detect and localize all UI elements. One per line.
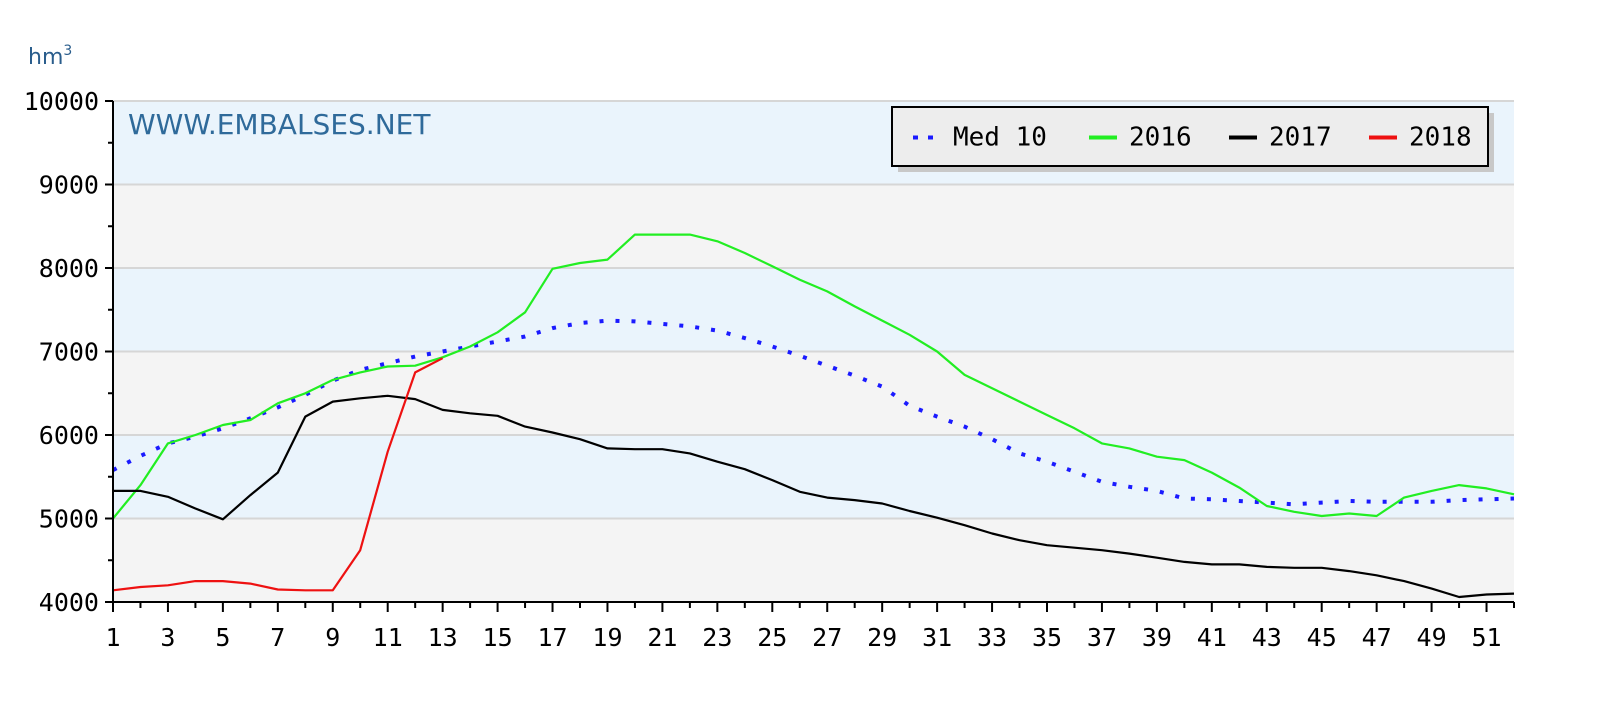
legend-label: 2018 (1409, 123, 1472, 153)
x-tick-label: 39 (1142, 623, 1172, 652)
x-tick-label: 17 (537, 623, 567, 652)
x-tick-label: 47 (1362, 623, 1392, 652)
x-tick-label: 1 (105, 623, 120, 652)
x-tick-label: 45 (1307, 623, 1337, 652)
x-tick-label: 13 (428, 623, 458, 652)
x-tick-label: 43 (1252, 623, 1282, 652)
x-tick-label: 29 (867, 623, 897, 652)
x-tick-label: 27 (812, 623, 842, 652)
x-tick-label: 33 (977, 623, 1007, 652)
y-tick-label: 6000 (39, 421, 99, 450)
x-tick-label: 35 (1032, 623, 1062, 652)
band (113, 184, 1514, 268)
y-tick-label: 10000 (24, 87, 99, 116)
x-tick-label: 25 (757, 623, 787, 652)
x-tick-label: 5 (215, 623, 230, 652)
y-tick-label: 8000 (39, 254, 99, 283)
x-tick-label: 51 (1471, 623, 1501, 652)
band (113, 435, 1514, 519)
band (113, 268, 1514, 352)
legend-label: Med 10 (953, 123, 1047, 153)
watermark: WWW.EMBALSES.NET (128, 108, 431, 141)
legend: Med 10 2016 2017 2018 (891, 106, 1494, 172)
x-tick-label: 21 (647, 623, 677, 652)
x-tick-label: 7 (270, 623, 285, 652)
series-line-2017 (113, 394, 1515, 599)
series-layer (112, 233, 1515, 599)
x-tick-label: 19 (592, 623, 622, 652)
x-tick-label: 31 (922, 623, 952, 652)
x-tick-label: 11 (373, 623, 403, 652)
x-tick-label: 9 (325, 623, 340, 652)
x-tick-label: 23 (702, 623, 732, 652)
y-tick-label: 4000 (39, 588, 99, 617)
band (113, 518, 1514, 602)
unit-superscript: 3 (63, 43, 72, 59)
x-tick-label: 3 (160, 623, 175, 652)
band (113, 351, 1514, 435)
x-tick-label: 15 (483, 623, 513, 652)
series-line-2016 (112, 233, 1515, 520)
y-tick-label: 9000 (39, 171, 99, 200)
y-tick-label: 5000 (39, 505, 99, 534)
y-axis-ticks: 4000 5000 6000 7000 8000 9000 10000 (24, 87, 113, 617)
x-tick-label: 37 (1087, 623, 1117, 652)
legend-label: 2016 (1129, 123, 1192, 153)
unit-label: hm3 (28, 43, 72, 70)
x-axis-ticks: 1 3 5 7 9 11 13 15 17 19 21 23 25 27 29 31 33 35 37 39 41 43 4… (105, 602, 1515, 652)
x-tick-label: 41 (1197, 623, 1227, 652)
series-line-2018 (112, 357, 444, 592)
legend-label: 2017 (1269, 123, 1332, 153)
y-tick-label: 7000 (39, 338, 99, 367)
x-tick-label: 49 (1417, 623, 1447, 652)
